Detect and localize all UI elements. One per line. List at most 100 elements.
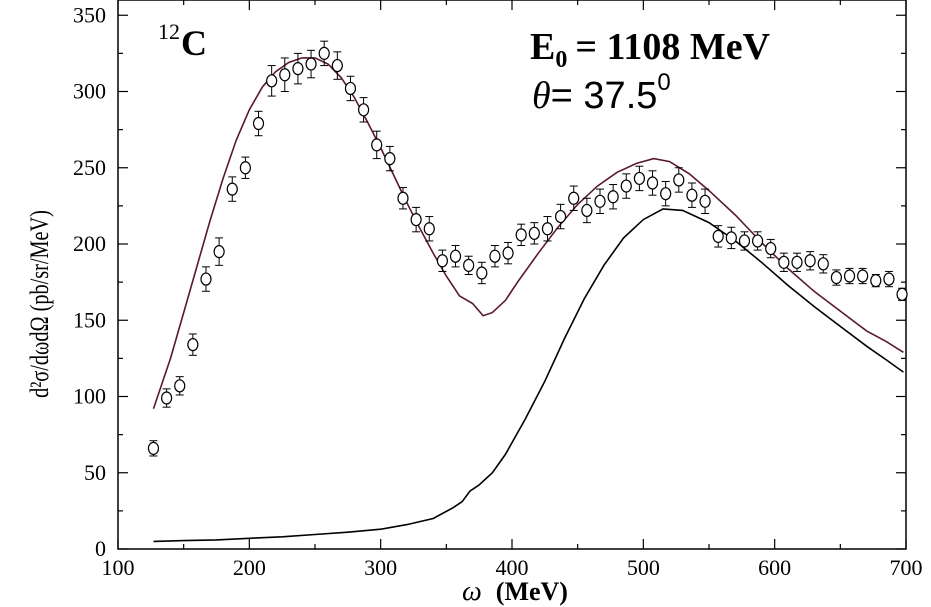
plot-frame [117,0,907,550]
data-point [331,51,343,80]
data-point [410,206,422,233]
x-axis-unit: (MeV) [496,577,568,606]
point-marker [371,138,383,152]
data-point [528,222,540,245]
x-tick-label: 600 [758,555,791,580]
point-marker [817,257,829,271]
point-marker [791,255,803,269]
point-marker [751,234,764,248]
energy-value: = 1108 MeV [575,26,770,68]
point-marker [896,287,908,301]
data-point [305,49,317,79]
point-marker [804,254,816,268]
data-point [397,187,409,210]
data-point [187,333,199,356]
model-curves [152,57,904,543]
data-point [765,238,777,259]
point-marker [883,272,895,286]
y-tick-label: 0 [95,536,106,561]
x-axis-label: ω (MeV) [462,576,568,607]
point-marker [686,188,698,202]
point-marker [423,222,435,236]
point-marker [344,81,357,96]
data-point [279,57,291,92]
point-marker [279,68,291,82]
data-point [384,145,396,172]
point-marker [712,229,724,243]
data-points [147,40,908,457]
data-point [607,184,619,210]
point-marker [699,194,711,208]
point-marker [397,191,409,205]
data-point [252,110,265,137]
y-tick-label: 350 [73,2,106,27]
data-point [673,167,685,193]
point-marker [160,391,173,405]
angle-symbol: θ [532,75,551,117]
y-tick-label: 200 [73,231,106,256]
point-marker [843,269,856,283]
point-marker [646,176,659,190]
point-marker [489,249,501,263]
data-point [686,182,698,208]
energy-symbol: E [530,26,555,68]
energy-subscript: 0 [555,47,567,73]
data-point [699,188,711,214]
point-marker [607,190,619,204]
point-marker [384,152,396,166]
data-point [870,274,882,288]
point-marker [633,171,645,186]
point-marker [594,194,606,208]
y-axis-label: d²σ/dωdΩ (pb/sr/MeV) [26,210,55,398]
data-point [554,203,567,230]
data-point [357,97,370,123]
point-marker [436,254,448,268]
x-tick-label: 500 [627,555,660,580]
point-marker [331,58,343,73]
data-point [646,170,659,196]
data-point [896,287,908,301]
data-point [751,231,764,251]
point-marker [252,116,265,131]
y-tick-label: 150 [73,307,106,332]
data-point [712,225,724,248]
angle-value: = 37.5 [551,75,658,117]
x-tick-label: 100 [102,555,135,580]
data-point [502,241,514,265]
tick-labels: 100 200 300 400 500 600 700 0 50 100 150 200 250 300 3… [73,2,923,580]
point-marker [318,46,330,60]
data-point [620,173,632,199]
point-marker [266,74,278,88]
nucleus-label: 12C [158,19,207,63]
data-point [160,388,173,408]
nucleus-mass: 12 [158,19,180,44]
data-point [266,65,278,97]
point-marker [581,203,593,218]
point-marker [778,255,790,269]
data-point [476,261,488,285]
point-marker [174,379,186,393]
y-tick-label: 250 [73,155,106,180]
data-point [292,52,304,85]
data-point [436,249,448,272]
data-point [725,226,737,250]
point-marker [213,245,225,259]
data-point [817,254,829,274]
point-marker [200,272,212,286]
data-point [883,270,895,288]
data-point [213,237,225,266]
x-tick-label: 200 [233,555,266,580]
data-point [660,180,672,207]
point-marker [476,266,488,280]
data-point [633,165,645,192]
data-point [581,197,593,224]
model-curve-1 [152,57,904,409]
point-marker [673,173,685,187]
point-marker [765,241,777,256]
x-tick-label: 700 [890,555,923,580]
data-point [318,40,330,67]
x-tick-label: 400 [496,555,529,580]
data-point [463,255,475,275]
data-point [843,267,856,285]
